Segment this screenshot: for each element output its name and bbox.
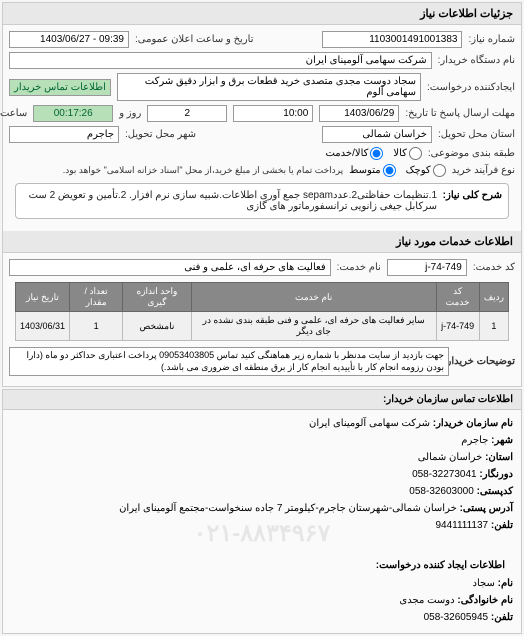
td-3: نامشخص <box>123 312 192 341</box>
radio-medium[interactable]: متوسط <box>349 164 395 177</box>
fax-k: دورنگار: <box>479 469 513 480</box>
services-form: کد خدمت: j-74-749 نام خدمت: فعالیت های ح… <box>3 253 521 386</box>
table-row: 1 j-74-749 سایر فعالیت های حرفه ای، علمی… <box>16 312 509 341</box>
buyer-org-field: شرکت سهامی آلومینای ایران <box>9 52 432 69</box>
announce-field: 09:39 - 1403/06/27 <box>9 31 129 48</box>
th-0: ردیف <box>479 283 508 312</box>
days-label: روز و <box>119 108 141 119</box>
contact-panel: اطلاعات تماس سازمان خریدار: نام سازمان خ… <box>2 389 522 633</box>
details-panel: جزئیات اطلاعات نیاز شماره نیاز: 11030014… <box>2 2 522 387</box>
creator-field: سجاد دوست مجدی متصدی خرید قطعات برق و اب… <box>117 73 421 101</box>
post-v: 32603000-058 <box>409 486 474 497</box>
fam-k: نام خانوادگی: <box>457 595 513 606</box>
addr-k: آدرس پستی: <box>460 503 513 514</box>
form-grid: شماره نیاز: 1103001491001383 تاریخ و ساع… <box>3 25 521 231</box>
panel-title: جزئیات اطلاعات نیاز <box>3 3 521 25</box>
radio-goods[interactable]: کالا <box>393 147 422 160</box>
svc-name-label: نام خدمت: <box>337 262 381 273</box>
announce-label: تاریخ و ساعت اعلان عمومی: <box>135 34 254 45</box>
radio-small[interactable]: کوچک <box>406 164 446 177</box>
td-4: 1 <box>70 312 123 341</box>
summary-panel: شرح کلی نیاز: 1.تنظیمات حفاظتی2.عددsepam… <box>15 183 509 219</box>
city-label: شهر محل تحویل: <box>125 129 196 140</box>
th-5: تاریخ نیاز <box>16 283 70 312</box>
th-3: واحد اندازه گیری <box>123 283 192 312</box>
deadline-date: 1403/06/29 <box>319 105 399 122</box>
city-k: شهر: <box>491 435 513 446</box>
fax-v: 32273041-058 <box>412 469 477 480</box>
remain-time: 00:17:26 <box>33 105 113 122</box>
prov-k: استان: <box>485 452 513 463</box>
tel-k: تلفن: <box>491 520 513 531</box>
svc-name: فعالیت های حرفه ای، علمی و فنی <box>9 259 331 276</box>
addr-v: خراسان شمالی-شهرستان جاجرم-کیلومتر 7 جاد… <box>119 503 457 514</box>
tel2-v: 32605945-058 <box>424 612 489 623</box>
classify-label: طبقه بندی موضوعی: <box>428 148 515 159</box>
td-2: سایر فعالیت های حرفه ای، علمی و فنی طبقه… <box>191 312 436 341</box>
th-2: نام خدمت <box>191 283 436 312</box>
svc-code-label: کد خدمت: <box>473 262 515 273</box>
summary-label: شرح کلی نیاز: <box>442 190 502 201</box>
deadline-label: مهلت ارسال پاسخ تا تاریخ: <box>405 108 515 119</box>
td-0: 1 <box>479 312 508 341</box>
buyer-org-label: نام دستگاه خریدار: <box>438 55 515 66</box>
process-label: نوع فرآیند خرید <box>452 165 515 176</box>
deadline-time: 10:00 <box>233 105 313 122</box>
summary-text: 1.تنظیمات حفاظتی2.عددsepam جمع آوری اطلا… <box>22 190 437 212</box>
name-v: سجاد <box>473 578 495 589</box>
province-field: خراسان شمالی <box>322 126 432 143</box>
contact-body: نام سازمان خریدار: شرکت سهامی آلومینای ا… <box>3 410 521 632</box>
descr-text: جهت بازدید از سایت مدنظر با شماره زیر هم… <box>9 347 449 376</box>
tel2-k: تلفن: <box>491 612 513 623</box>
services-table-wrap: ردیف کد خدمت نام خدمت واحد اندازه گیری ت… <box>15 282 509 341</box>
td-5: 1403/06/31 <box>16 312 70 341</box>
remain-label: ساعت باقی مانده <box>0 108 27 119</box>
city-field: جاجرم <box>9 126 119 143</box>
th-4: تعداد / مقدار <box>70 283 123 312</box>
contact-sec2: اطلاعات ایجاد کننده درخواست: <box>19 558 505 574</box>
classify-radios: کالا کالا/خدمت <box>325 147 421 160</box>
tel-v: 9441111137 <box>435 520 488 531</box>
svc-code: j-74-749 <box>387 259 467 276</box>
name-k: نام: <box>498 578 513 589</box>
services-title: اطلاعات خدمات مورد نیاز <box>3 231 521 253</box>
td-1: j-74-749 <box>436 312 479 341</box>
req-no-label: شماره نیاز: <box>468 34 515 45</box>
province-label: استان محل تحویل: <box>438 129 515 140</box>
process-radios: کوچک متوسط <box>349 164 445 177</box>
th-1: کد خدمت <box>436 283 479 312</box>
contact-title: اطلاعات تماس سازمان خریدار: <box>3 390 521 410</box>
creator-label: ایجادکننده درخواست: <box>427 82 515 93</box>
city-v: جاجرم <box>461 435 488 446</box>
post-k: کدپستی: <box>477 486 513 497</box>
org-k: نام سازمان خریدار: <box>433 418 513 429</box>
days-field: 2 <box>147 105 227 122</box>
services-table: ردیف کد خدمت نام خدمت واحد اندازه گیری ت… <box>15 282 509 341</box>
process-note: پرداخت تمام یا بخشی از مبلغ خرید،از محل … <box>63 165 343 176</box>
req-no-field: 1103001491001383 <box>322 31 462 48</box>
contact-button[interactable]: اطلاعات تماس خریدار <box>9 79 111 96</box>
descr-label: توضیحات خریدار: <box>455 356 515 367</box>
fam-v: دوست مجدی <box>399 595 454 606</box>
prov-v: خراسان شمالی <box>418 452 483 463</box>
radio-service[interactable]: کالا/خدمت <box>325 147 383 160</box>
org-v: شرکت سهامی آلومینای ایران <box>309 418 430 429</box>
table-header-row: ردیف کد خدمت نام خدمت واحد اندازه گیری ت… <box>16 283 509 312</box>
